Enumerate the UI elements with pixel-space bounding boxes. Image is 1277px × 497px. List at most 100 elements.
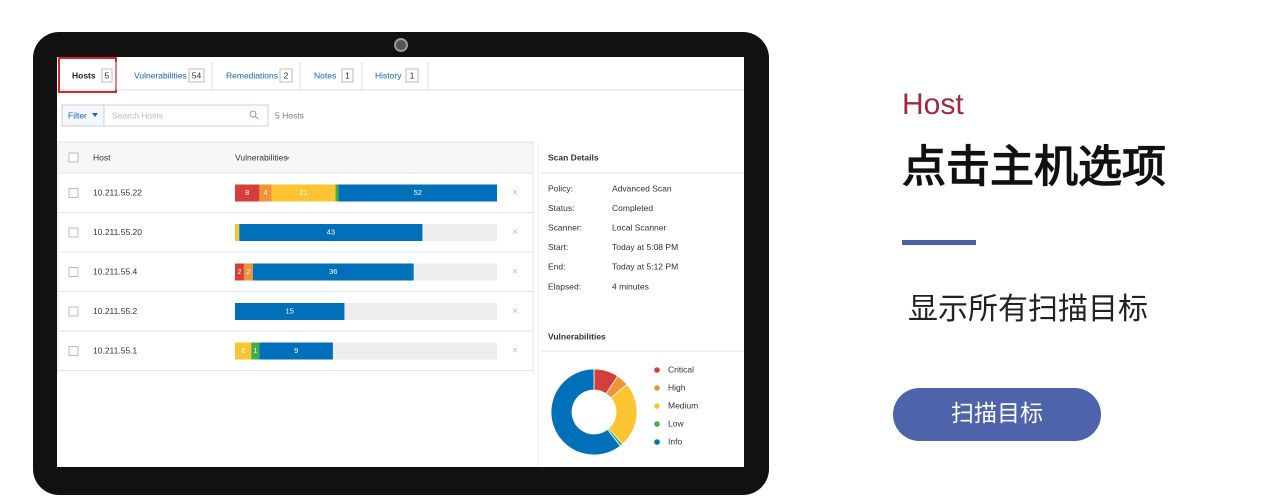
- search-icon: [254, 115, 259, 120]
- bar-segment: [338, 184, 497, 202]
- column-header: Vulnerabilities: [235, 152, 288, 162]
- bar-segment: [235, 224, 240, 241]
- kicker: Host: [902, 88, 964, 121]
- bar-label: 2: [237, 267, 241, 276]
- detail-value: 4 minutes: [612, 281, 649, 291]
- legend-label: Low: [668, 418, 684, 428]
- bar-segment: [235, 263, 244, 281]
- tab-count-box: [188, 68, 205, 83]
- tab-count-box: [279, 68, 293, 83]
- checkbox[interactable]: [68, 306, 79, 317]
- filter-caret: [92, 113, 98, 117]
- detail-value: Today at 5:12 PM: [612, 262, 678, 272]
- legend-label: Info: [668, 436, 682, 446]
- detail-key: Policy:: [548, 183, 573, 193]
- host-name[interactable]: 10.211.55.2: [93, 306, 138, 316]
- bar-label: 9: [294, 346, 298, 355]
- checkbox[interactable]: [68, 188, 79, 198]
- bar-label: 43: [327, 227, 335, 236]
- host-name[interactable]: 10.211.55.22: [93, 187, 142, 197]
- filter-label: Filter: [68, 110, 87, 120]
- tab-count-box: [341, 68, 354, 83]
- bar-label: 36: [329, 267, 337, 276]
- cta-label: 扫描目标: [951, 400, 1043, 426]
- remove-icon[interactable]: ×: [512, 267, 518, 278]
- checkbox[interactable]: [68, 152, 79, 163]
- bar-segment: [239, 224, 423, 241]
- panel-title: Vulnerabilities: [548, 331, 606, 341]
- bar-segment: [235, 303, 345, 320]
- bar-label: 1: [253, 346, 257, 355]
- search-placeholder: Search Hosts: [112, 110, 163, 120]
- bar-segment: [251, 342, 260, 360]
- bar-segment: [235, 184, 260, 202]
- legend-swatch: [654, 421, 660, 427]
- remove-icon[interactable]: ×: [512, 188, 518, 199]
- detail-key: Elapsed:: [548, 281, 581, 291]
- result-count: 5 Hosts: [275, 110, 304, 120]
- legend-swatch: [654, 439, 660, 445]
- legend-swatch: [654, 367, 660, 373]
- detail-value: Completed: [612, 203, 653, 213]
- legend-label: Critical: [668, 364, 694, 374]
- tab-count: 54: [192, 70, 202, 80]
- bar-label: 52: [414, 188, 422, 197]
- detail-value: Today at 5:08 PM: [612, 242, 678, 252]
- bar-label: 21: [299, 188, 307, 197]
- cta-button[interactable]: [893, 388, 1101, 441]
- bar-label: 2: [246, 267, 250, 276]
- host-name[interactable]: 10.211.55.1: [93, 345, 138, 355]
- detail-value: Advanced Scan: [612, 183, 672, 193]
- search-icon: [249, 110, 257, 118]
- donut-slice: [550, 368, 621, 456]
- legend-label: High: [668, 382, 686, 392]
- sort-caret: [286, 157, 290, 160]
- host-name[interactable]: 10.211.55.4: [93, 266, 138, 276]
- tab-count-box: [405, 68, 419, 83]
- description: 显示所有扫描目标: [908, 293, 1148, 326]
- detail-key: Start:: [548, 242, 568, 252]
- detail-key: Scanner:: [548, 222, 582, 232]
- checkbox[interactable]: [68, 227, 79, 238]
- tab-label[interactable]: Vulnerabilities: [134, 70, 187, 80]
- remove-icon[interactable]: ×: [512, 227, 518, 238]
- bar-label: 2: [241, 346, 245, 355]
- legend-swatch: [654, 403, 660, 409]
- detail-key: Status:: [548, 203, 574, 213]
- detail-key: End:: [548, 262, 566, 272]
- legend-swatch: [654, 385, 660, 391]
- column-header: Host: [93, 152, 111, 162]
- panel-title: Scan Details: [548, 152, 599, 162]
- tab-count: 5: [105, 70, 110, 80]
- checkbox[interactable]: [68, 346, 79, 356]
- search-box[interactable]: [103, 104, 269, 127]
- remove-icon[interactable]: ×: [512, 346, 518, 357]
- tab-label[interactable]: Remediations: [226, 70, 278, 80]
- bar-segment: [243, 263, 253, 281]
- legend-label: Medium: [668, 400, 698, 410]
- tab-count-box: [101, 68, 113, 83]
- tab-count: 2: [284, 70, 289, 80]
- tab-count: 1: [410, 70, 415, 80]
- bar-label: 4: [263, 188, 267, 197]
- bar-segment: [271, 184, 336, 202]
- tab-label[interactable]: Hosts: [72, 70, 96, 80]
- bar-segment: [235, 342, 252, 360]
- tab-label[interactable]: History: [375, 70, 402, 80]
- headline: 点击主机选项: [902, 143, 1166, 192]
- bar-label: 8: [245, 188, 249, 197]
- host-name[interactable]: 10.211.55.20: [93, 227, 142, 237]
- bar-segment: [335, 184, 339, 202]
- camera: [394, 38, 408, 52]
- checkbox[interactable]: [68, 267, 79, 277]
- detail-value: Local Scanner: [612, 222, 667, 232]
- bar-segment: [259, 342, 333, 360]
- bar-label: 15: [286, 306, 294, 315]
- bar-segment: [259, 184, 272, 202]
- tab-count: 1: [345, 70, 350, 80]
- table-header: [57, 141, 534, 174]
- tab-label[interactable]: Notes: [314, 70, 336, 80]
- remove-icon[interactable]: ×: [512, 306, 518, 317]
- accent-line: [902, 240, 976, 245]
